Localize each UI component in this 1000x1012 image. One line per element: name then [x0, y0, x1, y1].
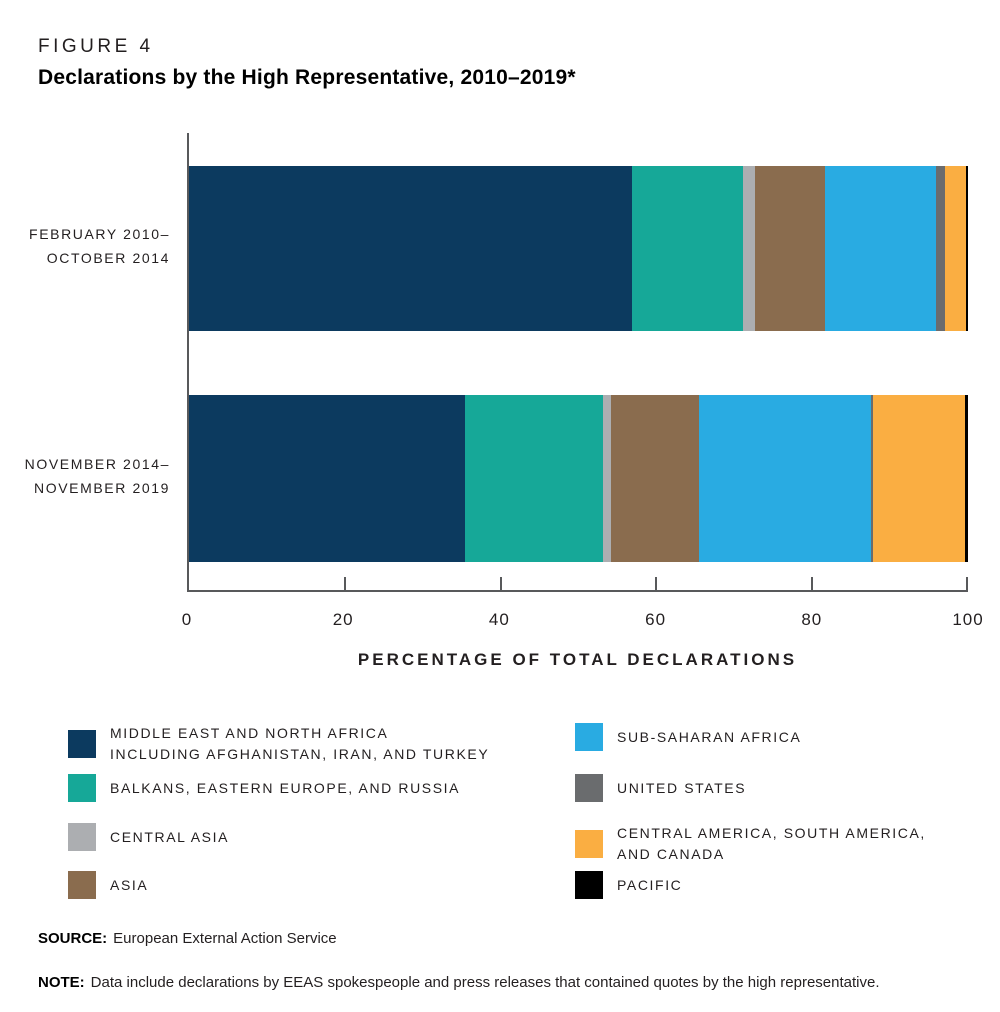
- tick-label: 80: [801, 610, 823, 629]
- legend-swatch: [575, 830, 603, 858]
- tick-label: 40: [488, 610, 510, 629]
- legend-label-line: INCLUDING AFGHANISTAN, IRAN, AND TURKEY: [110, 746, 490, 762]
- page-title: Declarations by the High Representative,…: [38, 66, 576, 89]
- legend-label-line: UNITED STATES: [617, 779, 747, 796]
- note-text: Data include declarations by EEAS spokes…: [90, 974, 880, 991]
- legend-item: CENTRAL ASIA: [68, 823, 229, 851]
- x-axis-tick-labels: 0 20 40 60 80 100: [182, 610, 983, 632]
- note-label: NOTE:: [38, 974, 85, 991]
- legend-swatch: [575, 723, 603, 751]
- plot-area: [187, 133, 968, 592]
- category-label-line: FEBRUARY 2010–: [29, 226, 170, 242]
- bar-segment: [699, 395, 872, 562]
- source-label: SOURCE:: [38, 930, 108, 947]
- legend-label-line: CENTRAL ASIA: [110, 828, 230, 845]
- legend-label: MIDDLE EAST AND NORTH AFRICA INCLUDING AF…: [110, 723, 489, 765]
- bar-segment: [742, 166, 755, 331]
- tick-label: 60: [645, 610, 667, 629]
- legend-item: UNITED STATES: [575, 774, 746, 802]
- legend-label-line: CENTRAL AMERICA, SOUTH AMERICA,: [617, 825, 926, 841]
- legend-item: CENTRAL AMERICA, SOUTH AMERICA, AND CANAD…: [575, 823, 926, 865]
- legend-label-line: BALKANS, EASTERN EUROPE, AND RUSSIA: [110, 779, 461, 796]
- bar-segment: [936, 166, 945, 331]
- bar-segment: [824, 166, 937, 331]
- source-text: European External Action Service: [113, 930, 337, 947]
- legend-label-line: SUB-SAHARAN AFRICA: [617, 728, 802, 745]
- tick-label: 100: [952, 610, 984, 629]
- bar-segment: [632, 166, 743, 331]
- legend-swatch: [68, 730, 96, 758]
- legend-swatch: [575, 871, 603, 899]
- legend-label: SUB-SAHARAN AFRICA: [617, 727, 801, 748]
- figure-label: FIGURE 4: [38, 36, 154, 57]
- legend-label-line: PACIFIC: [617, 876, 683, 893]
- stacked-bar-2010-2014: [189, 166, 968, 331]
- bar-segment: [464, 395, 604, 562]
- category-label-line: NOVEMBER 2014–: [24, 456, 170, 472]
- legend-label: ASIA: [110, 875, 148, 896]
- legend-label: BALKANS, EASTERN EUROPE, AND RUSSIA: [110, 778, 460, 799]
- category-label-line: OCTOBER 2014: [46, 250, 170, 266]
- tick-label: 20: [332, 610, 354, 629]
- bar-segment: [871, 395, 873, 562]
- source-line: SOURCE: European External Action Service: [38, 930, 337, 947]
- bar-segment: [944, 166, 966, 331]
- tick-mark: [343, 577, 346, 590]
- legend-label-line: ASIA: [110, 876, 149, 893]
- legend-label-line: MIDDLE EAST AND NORTH AFRICA: [110, 725, 389, 741]
- legend-label: UNITED STATES: [617, 778, 746, 799]
- bar-segment: [965, 166, 968, 331]
- legend-item: MIDDLE EAST AND NORTH AFRICA INCLUDING AF…: [68, 723, 489, 765]
- legend-label: CENTRAL ASIA: [110, 827, 229, 848]
- tick-mark: [811, 577, 814, 590]
- legend-swatch: [68, 774, 96, 802]
- note-line: NOTE: Data include declarations by EEAS s…: [38, 974, 880, 991]
- bar-segment: [611, 395, 700, 562]
- category-label-november-2014-november-2019: NOVEMBER 2014– NOVEMBER 2019: [0, 452, 170, 500]
- tick-label: 0: [181, 610, 193, 629]
- bar-segment: [189, 395, 465, 562]
- tick-mark: [655, 577, 658, 590]
- bar-segment: [189, 166, 633, 331]
- bar-segment: [964, 395, 968, 562]
- legend-item: SUB-SAHARAN AFRICA: [575, 723, 801, 751]
- legend-item: BALKANS, EASTERN EUROPE, AND RUSSIA: [68, 774, 460, 802]
- x-axis-title: PERCENTAGE OF TOTAL DECLARATIONS: [357, 650, 798, 669]
- chart-header: FIGURE 4 Declarations by the High Repres…: [38, 36, 576, 90]
- legend-label-line: AND CANADA: [617, 846, 725, 862]
- tick-mark: [499, 577, 502, 590]
- legend-swatch: [68, 823, 96, 851]
- legend-swatch: [68, 871, 96, 899]
- category-label-february-2010-october-2014: FEBRUARY 2010– OCTOBER 2014: [0, 222, 170, 270]
- bar-segment: [603, 395, 612, 562]
- legend-item: ASIA: [68, 871, 148, 899]
- bar-segment: [872, 395, 965, 562]
- stacked-bar-2014-2019: [189, 395, 968, 562]
- tick-mark: [966, 577, 968, 590]
- legend-label: PACIFIC: [617, 875, 682, 896]
- category-label-line: NOVEMBER 2019: [34, 480, 170, 496]
- legend-swatch: [575, 774, 603, 802]
- bar-segment: [754, 166, 825, 331]
- legend-label: CENTRAL AMERICA, SOUTH AMERICA, AND CANAD…: [617, 823, 926, 865]
- legend-item: PACIFIC: [575, 871, 682, 899]
